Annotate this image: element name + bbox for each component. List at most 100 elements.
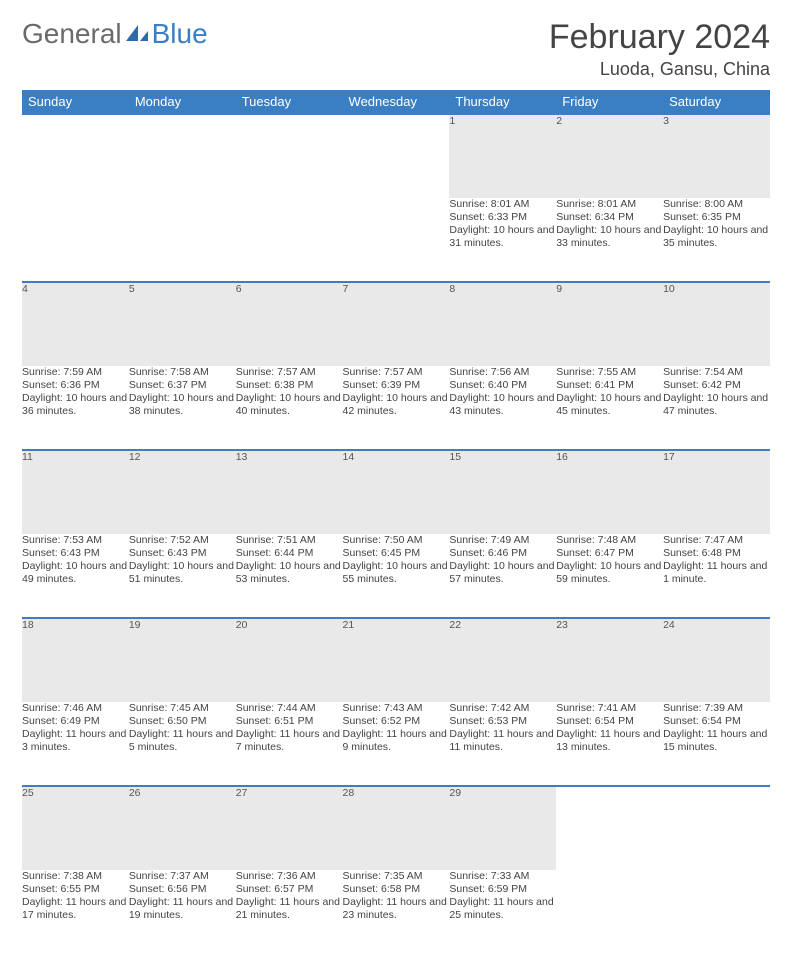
day-info-cell: Sunrise: 7:48 AMSunset: 6:47 PMDaylight:…: [556, 534, 663, 618]
weekday-header: Monday: [129, 90, 236, 114]
daylight-text: Daylight: 11 hours and 13 minutes.: [556, 728, 663, 754]
day-info-cell: Sunrise: 7:52 AMSunset: 6:43 PMDaylight:…: [129, 534, 236, 618]
day-info-cell: Sunrise: 7:58 AMSunset: 6:37 PMDaylight:…: [129, 366, 236, 450]
sunrise-text: Sunrise: 8:00 AM: [663, 198, 770, 211]
sunset-text: Sunset: 6:54 PM: [663, 715, 770, 728]
sunrise-text: Sunrise: 7:36 AM: [236, 870, 343, 883]
sunrise-text: Sunrise: 7:33 AM: [449, 870, 556, 883]
daylight-text: Daylight: 10 hours and 33 minutes.: [556, 224, 663, 250]
day-number-cell: [129, 114, 236, 198]
day-number-cell: 16: [556, 450, 663, 534]
day-info-cell: Sunrise: 7:36 AMSunset: 6:57 PMDaylight:…: [236, 870, 343, 954]
sunrise-text: Sunrise: 8:01 AM: [556, 198, 663, 211]
day-info-row: Sunrise: 7:38 AMSunset: 6:55 PMDaylight:…: [22, 870, 770, 954]
sunset-text: Sunset: 6:40 PM: [449, 379, 556, 392]
day-info-cell: Sunrise: 7:38 AMSunset: 6:55 PMDaylight:…: [22, 870, 129, 954]
sunrise-text: Sunrise: 7:53 AM: [22, 534, 129, 547]
daylight-text: Daylight: 11 hours and 7 minutes.: [236, 728, 343, 754]
weekday-header: Wednesday: [343, 90, 450, 114]
sunset-text: Sunset: 6:45 PM: [343, 547, 450, 560]
day-number-cell: 4: [22, 282, 129, 366]
sunrise-text: Sunrise: 7:44 AM: [236, 702, 343, 715]
day-info-cell: Sunrise: 7:39 AMSunset: 6:54 PMDaylight:…: [663, 702, 770, 786]
day-info-cell: [236, 198, 343, 282]
sunset-text: Sunset: 6:39 PM: [343, 379, 450, 392]
daylight-text: Daylight: 11 hours and 19 minutes.: [129, 896, 236, 922]
daylight-text: Daylight: 11 hours and 23 minutes.: [343, 896, 450, 922]
sunrise-text: Sunrise: 7:45 AM: [129, 702, 236, 715]
weekday-header: Sunday: [22, 90, 129, 114]
day-number-cell: 12: [129, 450, 236, 534]
day-number-cell: 29: [449, 786, 556, 870]
day-info-cell: Sunrise: 7:33 AMSunset: 6:59 PMDaylight:…: [449, 870, 556, 954]
daylight-text: Daylight: 10 hours and 38 minutes.: [129, 392, 236, 418]
day-number-row: 11121314151617: [22, 450, 770, 534]
sunrise-text: Sunrise: 7:47 AM: [663, 534, 770, 547]
day-number-row: 2526272829: [22, 786, 770, 870]
day-number-cell: [22, 114, 129, 198]
day-number-cell: 11: [22, 450, 129, 534]
weekday-header: Saturday: [663, 90, 770, 114]
sunrise-text: Sunrise: 7:59 AM: [22, 366, 129, 379]
day-number-cell: 2: [556, 114, 663, 198]
day-info-cell: Sunrise: 7:59 AMSunset: 6:36 PMDaylight:…: [22, 366, 129, 450]
day-number-cell: 22: [449, 618, 556, 702]
daylight-text: Daylight: 10 hours and 55 minutes.: [343, 560, 450, 586]
sunrise-text: Sunrise: 7:52 AM: [129, 534, 236, 547]
day-number-cell: 8: [449, 282, 556, 366]
sunset-text: Sunset: 6:47 PM: [556, 547, 663, 560]
day-number-cell: 7: [343, 282, 450, 366]
sunrise-text: Sunrise: 7:43 AM: [343, 702, 450, 715]
day-number-row: 18192021222324: [22, 618, 770, 702]
day-info-cell: Sunrise: 7:46 AMSunset: 6:49 PMDaylight:…: [22, 702, 129, 786]
day-number-cell: 18: [22, 618, 129, 702]
day-info-cell: Sunrise: 7:55 AMSunset: 6:41 PMDaylight:…: [556, 366, 663, 450]
day-info-cell: Sunrise: 7:57 AMSunset: 6:39 PMDaylight:…: [343, 366, 450, 450]
day-number-cell: 5: [129, 282, 236, 366]
sunrise-text: Sunrise: 7:35 AM: [343, 870, 450, 883]
day-info-row: Sunrise: 8:01 AMSunset: 6:33 PMDaylight:…: [22, 198, 770, 282]
title-block: February 2024 Luoda, Gansu, China: [549, 18, 770, 80]
day-number-cell: 10: [663, 282, 770, 366]
day-info-cell: Sunrise: 7:53 AMSunset: 6:43 PMDaylight:…: [22, 534, 129, 618]
day-number-cell: 26: [129, 786, 236, 870]
day-number-cell: 21: [343, 618, 450, 702]
month-title: February 2024: [549, 18, 770, 57]
daylight-text: Daylight: 10 hours and 43 minutes.: [449, 392, 556, 418]
day-info-cell: Sunrise: 7:44 AMSunset: 6:51 PMDaylight:…: [236, 702, 343, 786]
day-info-cell: [556, 870, 663, 954]
day-info-cell: [129, 198, 236, 282]
day-info-cell: Sunrise: 7:37 AMSunset: 6:56 PMDaylight:…: [129, 870, 236, 954]
sunrise-text: Sunrise: 7:57 AM: [236, 366, 343, 379]
sunset-text: Sunset: 6:36 PM: [22, 379, 129, 392]
sunrise-text: Sunrise: 7:48 AM: [556, 534, 663, 547]
day-info-row: Sunrise: 7:53 AMSunset: 6:43 PMDaylight:…: [22, 534, 770, 618]
calendar-table: SundayMondayTuesdayWednesdayThursdayFrid…: [22, 90, 770, 954]
sunrise-text: Sunrise: 7:50 AM: [343, 534, 450, 547]
sunrise-text: Sunrise: 7:46 AM: [22, 702, 129, 715]
sunrise-text: Sunrise: 7:58 AM: [129, 366, 236, 379]
day-number-cell: 9: [556, 282, 663, 366]
day-number-cell: 27: [236, 786, 343, 870]
sunrise-text: Sunrise: 7:57 AM: [343, 366, 450, 379]
day-number-cell: 23: [556, 618, 663, 702]
sunrise-text: Sunrise: 7:54 AM: [663, 366, 770, 379]
sunset-text: Sunset: 6:55 PM: [22, 883, 129, 896]
day-number-cell: 17: [663, 450, 770, 534]
day-info-cell: Sunrise: 7:54 AMSunset: 6:42 PMDaylight:…: [663, 366, 770, 450]
day-info-cell: Sunrise: 8:00 AMSunset: 6:35 PMDaylight:…: [663, 198, 770, 282]
sunset-text: Sunset: 6:34 PM: [556, 211, 663, 224]
sunrise-text: Sunrise: 7:55 AM: [556, 366, 663, 379]
daylight-text: Daylight: 10 hours and 59 minutes.: [556, 560, 663, 586]
day-info-cell: Sunrise: 8:01 AMSunset: 6:34 PMDaylight:…: [556, 198, 663, 282]
daylight-text: Daylight: 10 hours and 49 minutes.: [22, 560, 129, 586]
sunset-text: Sunset: 6:51 PM: [236, 715, 343, 728]
sunset-text: Sunset: 6:37 PM: [129, 379, 236, 392]
sunset-text: Sunset: 6:44 PM: [236, 547, 343, 560]
day-info-cell: Sunrise: 7:45 AMSunset: 6:50 PMDaylight:…: [129, 702, 236, 786]
brand-logo: General Blue: [22, 18, 208, 50]
daylight-text: Daylight: 10 hours and 53 minutes.: [236, 560, 343, 586]
day-number-cell: 24: [663, 618, 770, 702]
daylight-text: Daylight: 11 hours and 21 minutes.: [236, 896, 343, 922]
sunset-text: Sunset: 6:56 PM: [129, 883, 236, 896]
